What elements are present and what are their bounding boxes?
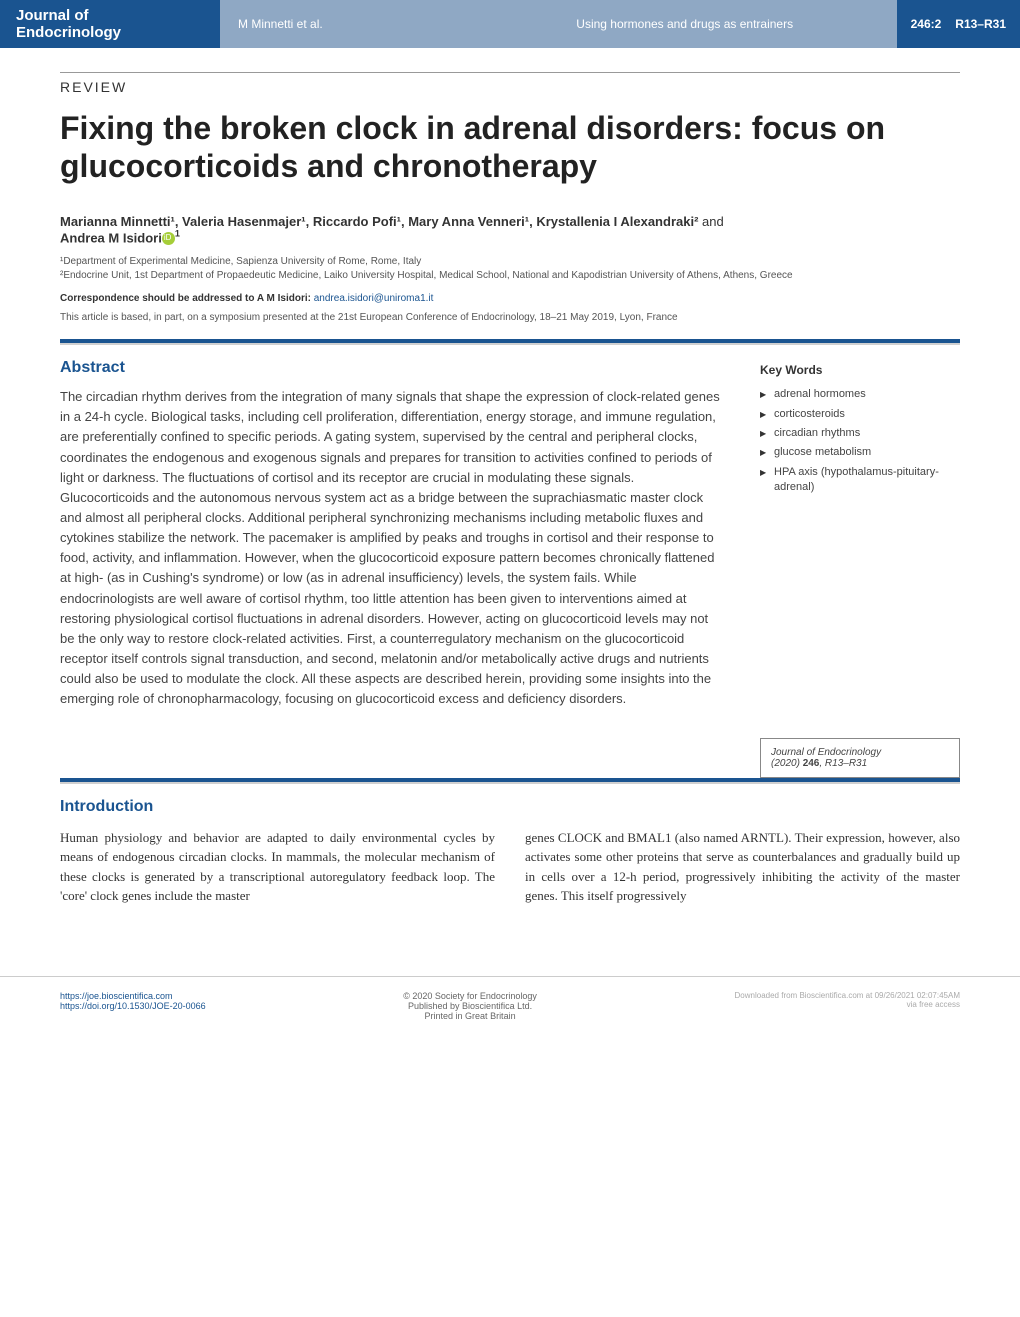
header-issue-box: 246:2 R13–R31	[897, 0, 1020, 48]
publisher-line: Published by Bioscientifica Ltd.	[403, 1001, 537, 1011]
journal-line2: Endocrinology	[16, 24, 204, 41]
divider-bar-2	[60, 778, 960, 784]
intro-col-2: genes CLOCK and BMAL1 (also named ARNTL)…	[525, 828, 960, 906]
citation-volume: 246	[803, 758, 820, 769]
abstract-section: Abstract The circadian rhythm derives fr…	[60, 359, 960, 777]
journal-name-box: Journal of Endocrinology	[0, 0, 220, 48]
correspondence-line: Correspondence should be addressed to A …	[60, 293, 960, 304]
issue-number: 246:2	[911, 17, 942, 31]
keyword-item: corticosteroids	[760, 405, 960, 424]
intro-col-1: Human physiology and behavior are adapte…	[60, 828, 495, 906]
correspondence-label: Correspondence should be addressed to A …	[60, 293, 311, 304]
introduction-columns: Human physiology and behavior are adapte…	[60, 828, 960, 906]
abstract-column: Abstract The circadian rhythm derives fr…	[60, 359, 720, 777]
abstract-text: The circadian rhythm derives from the in…	[60, 387, 720, 709]
page-footer: https://joe.bioscientifica.com https://d…	[0, 976, 1020, 1031]
citation-year: (2020)	[771, 758, 800, 769]
printed-line: Printed in Great Britain	[403, 1011, 537, 1021]
correspondence-email-link[interactable]: andrea.isidori@uniroma1.it	[314, 293, 434, 304]
authors-main: Marianna Minnetti¹, Valeria Hasenmajer¹,…	[60, 214, 698, 229]
corresponding-author: Andrea M Isidori	[60, 230, 162, 245]
access-line: via free access	[735, 1000, 960, 1009]
journal-line1: Journal of	[16, 7, 204, 24]
abstract-heading: Abstract	[60, 359, 720, 377]
footer-links: https://joe.bioscientifica.com https://d…	[60, 991, 206, 1021]
copyright-line: © 2020 Society for Endocrinology	[403, 991, 537, 1001]
footer-url-2[interactable]: https://doi.org/10.1530/JOE-20-0066	[60, 1001, 206, 1011]
main-content: REVIEW Fixing the broken clock in adrena…	[0, 48, 1020, 946]
citation-box: Journal of Endocrinology (2020) 246, R13…	[760, 738, 960, 778]
author-last-sup: 1	[175, 229, 180, 239]
symposium-note: This article is based, in part, on a sym…	[60, 312, 960, 323]
keyword-item: HPA axis (hypothalamus-pituitary-adrenal…	[760, 463, 960, 498]
citation-journal: Journal of Endocrinology	[771, 747, 881, 758]
header-authors-short: M Minnetti et al.	[220, 0, 558, 48]
page-range: R13–R31	[955, 17, 1006, 31]
affiliation-1: ¹Department of Experimental Medicine, Sa…	[60, 255, 960, 269]
affiliation-2: ²Endocrine Unit, 1st Department of Propa…	[60, 269, 960, 283]
article-title: Fixing the broken clock in adrenal disor…	[60, 109, 960, 186]
divider-bar-1	[60, 339, 960, 345]
footer-url-1[interactable]: https://joe.bioscientifica.com	[60, 991, 206, 1001]
download-line: Downloaded from Bioscientifica.com at 09…	[735, 991, 960, 1000]
article-type-label: REVIEW	[60, 72, 960, 95]
keyword-item: glucose metabolism	[760, 443, 960, 462]
keyword-item: circadian rhythms	[760, 424, 960, 443]
sidebar-column: Key Words adrenal hormomes corticosteroi…	[760, 359, 960, 777]
header-bar: Journal of Endocrinology M Minnetti et a…	[0, 0, 1020, 48]
and-word: and	[702, 214, 724, 229]
header-running-title: Using hormones and drugs as entrainers	[558, 0, 896, 48]
keywords-heading: Key Words	[760, 363, 960, 377]
affiliations: ¹Department of Experimental Medicine, Sa…	[60, 255, 960, 283]
footer-download-info: Downloaded from Bioscientifica.com at 09…	[735, 991, 960, 1021]
introduction-heading: Introduction	[60, 798, 960, 816]
authors-line: Marianna Minnetti¹, Valeria Hasenmajer¹,…	[60, 214, 960, 245]
footer-copyright: © 2020 Society for Endocrinology Publish…	[403, 991, 537, 1021]
citation-pages: , R13–R31	[819, 758, 867, 769]
orcid-icon[interactable]	[162, 232, 175, 245]
keyword-item: adrenal hormomes	[760, 385, 960, 404]
